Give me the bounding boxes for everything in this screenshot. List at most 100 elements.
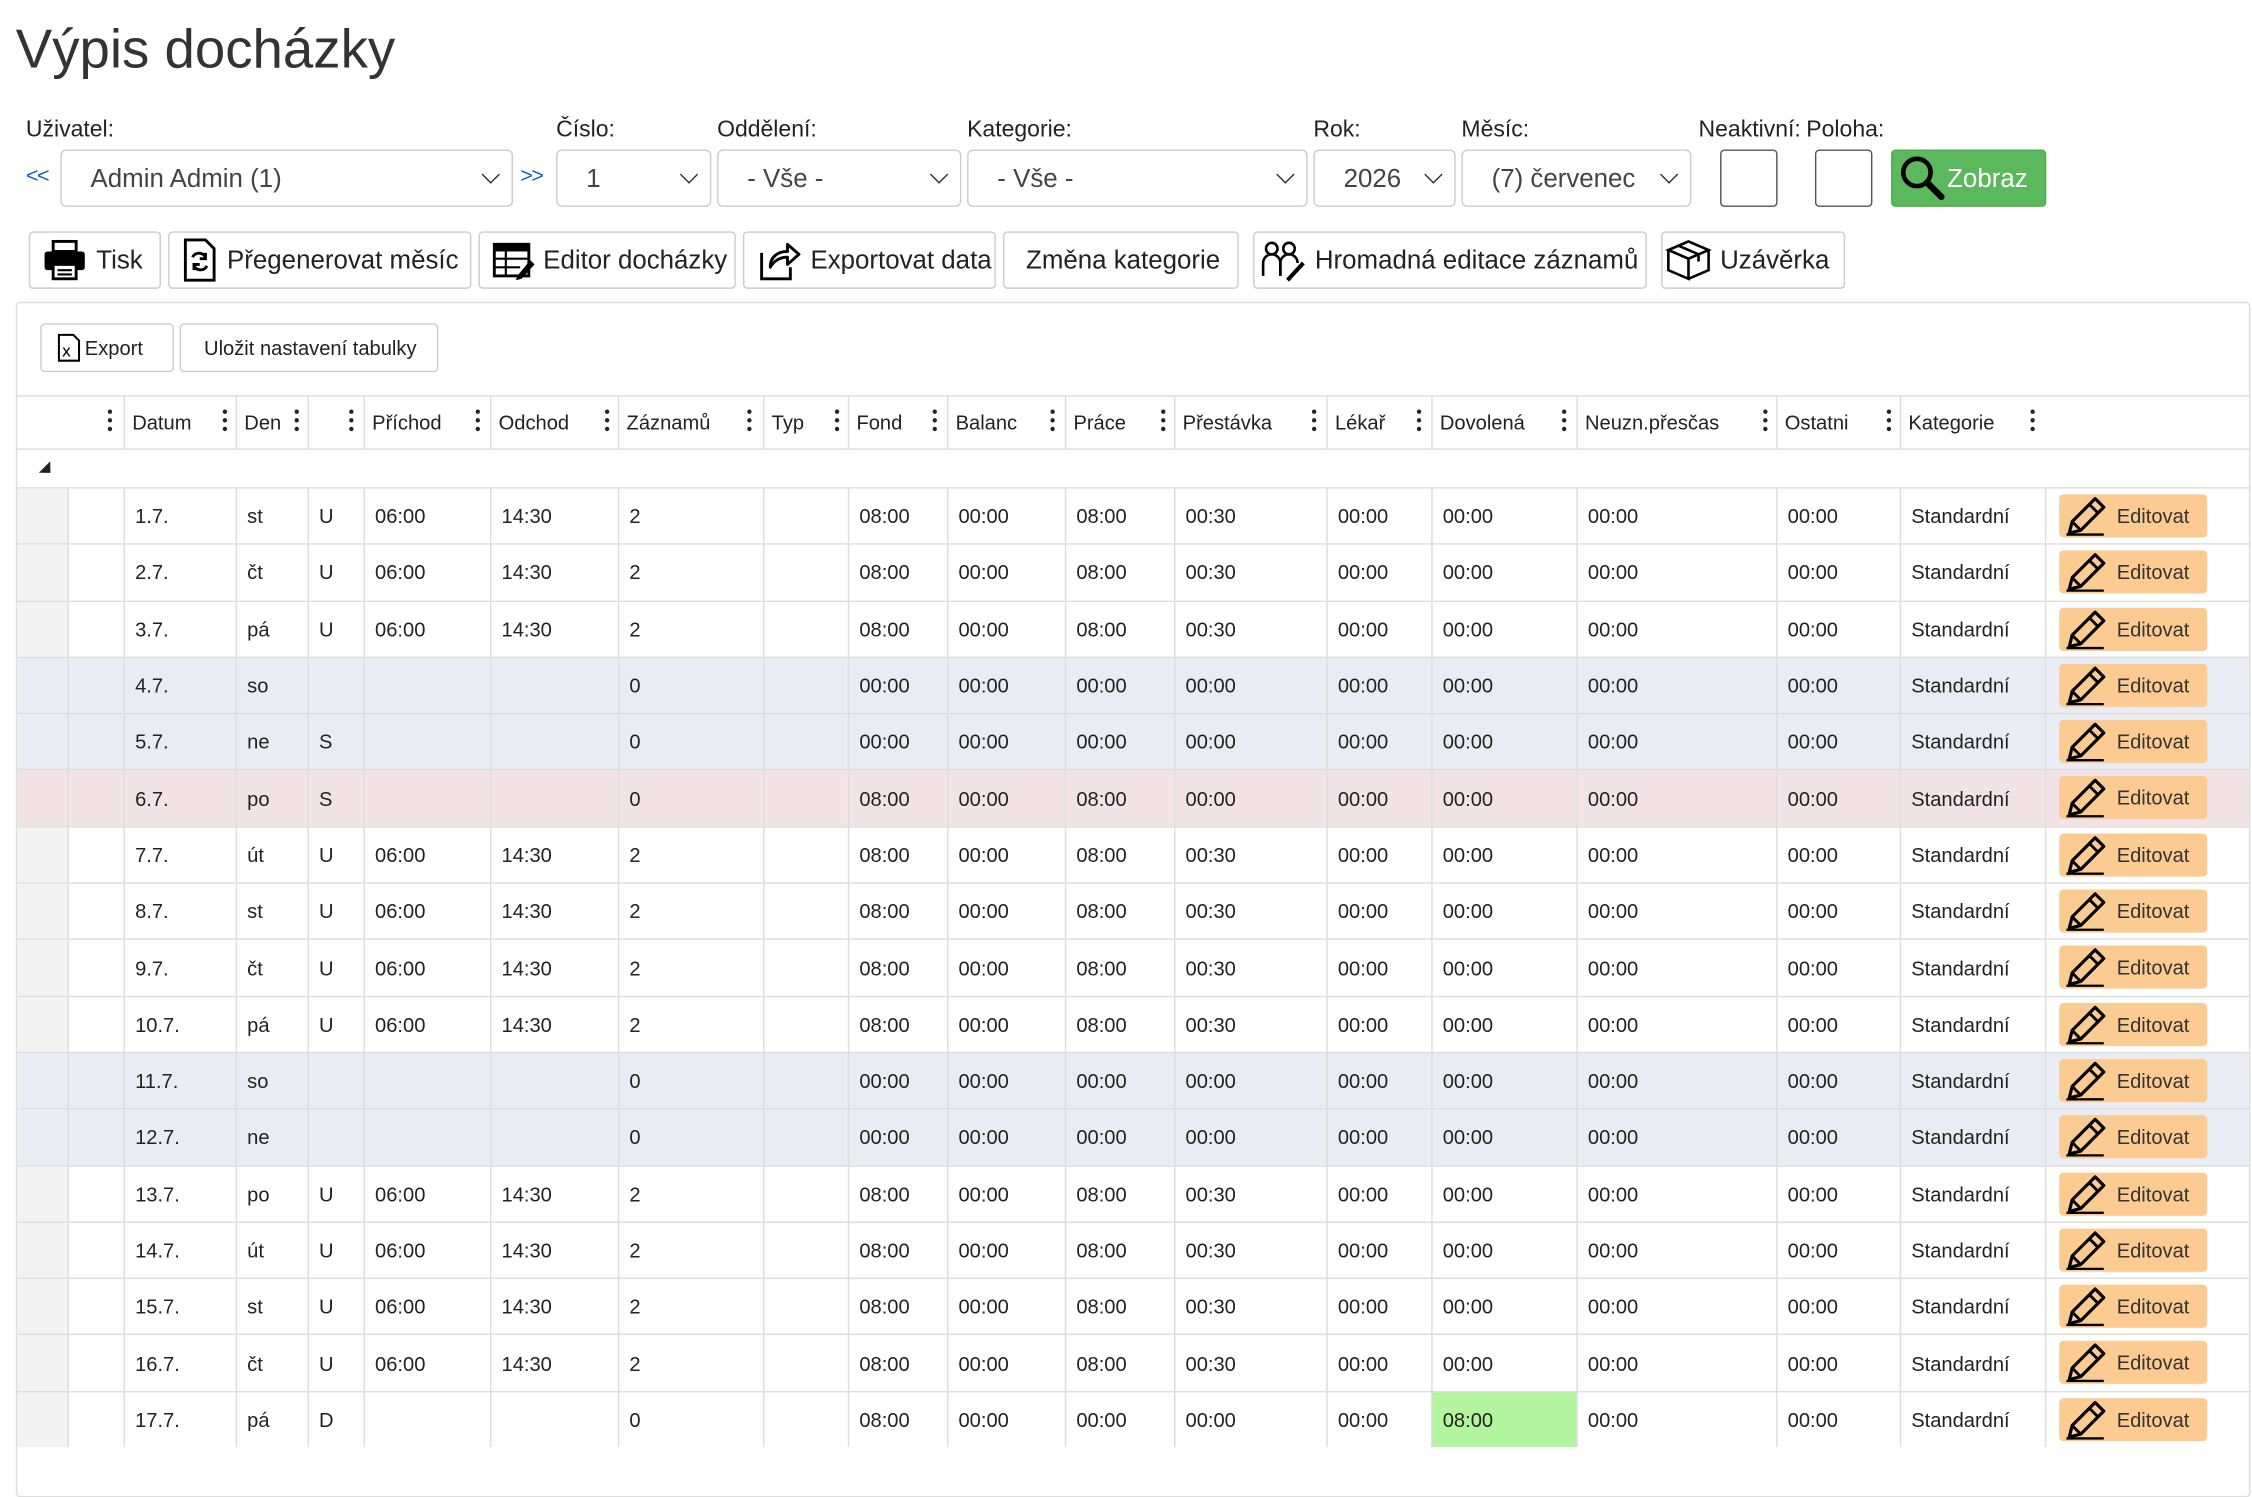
column-header-prichod[interactable]: Příchod bbox=[363, 396, 490, 449]
column-header-lekar[interactable]: Lékař bbox=[1326, 396, 1431, 449]
edit-button[interactable]: Editovat bbox=[2059, 889, 2208, 933]
column-menu-icon[interactable] bbox=[1311, 409, 1318, 433]
column-menu-icon[interactable] bbox=[604, 409, 611, 433]
column-header-typ[interactable]: Typ bbox=[763, 396, 848, 449]
next-user-link[interactable]: >> bbox=[520, 163, 544, 189]
row-gutter bbox=[17, 1222, 68, 1278]
column-header-neuzn-prescas[interactable]: Neuzn.přesčas bbox=[1576, 396, 1776, 449]
year-select[interactable]: 2026 bbox=[1313, 149, 1456, 207]
edit-button[interactable]: Editovat bbox=[2059, 1397, 2208, 1441]
table-row: 7.7. út U 06:00 14:30 2 08:00 00:00 08:00 00:30 00… bbox=[17, 825, 2249, 883]
column-header-ostatni[interactable]: Ostatni bbox=[1776, 396, 1900, 449]
edit-button[interactable]: Editovat bbox=[2059, 550, 2208, 594]
column-menu-icon[interactable] bbox=[107, 409, 114, 433]
number-select[interactable]: 1 bbox=[556, 149, 712, 207]
cell-kategorie: Standardní bbox=[1899, 1109, 2045, 1165]
column-menu-icon[interactable] bbox=[747, 409, 753, 433]
column-header-prestavka[interactable]: Přestávka bbox=[1174, 396, 1326, 449]
edit-button[interactable]: Editovat bbox=[2059, 720, 2208, 764]
edit-button[interactable]: Editovat bbox=[2059, 946, 2208, 990]
column-header-balanc[interactable]: Balanc bbox=[946, 396, 1065, 449]
closing-button[interactable]: Uzávěrka bbox=[1661, 231, 1846, 289]
column-header-prace[interactable]: Práce bbox=[1064, 396, 1174, 449]
row-select-cell[interactable] bbox=[67, 488, 124, 544]
column-menu-icon[interactable] bbox=[834, 409, 841, 433]
row-select-cell[interactable] bbox=[67, 657, 124, 714]
row-select-cell[interactable] bbox=[67, 545, 124, 601]
column-header-dovolena[interactable]: Dovolená bbox=[1431, 396, 1576, 449]
column-menu-icon[interactable] bbox=[1562, 409, 1568, 433]
cell-typ bbox=[763, 770, 848, 826]
row-select-cell[interactable] bbox=[67, 996, 124, 1052]
row-select-cell[interactable] bbox=[67, 883, 124, 939]
row-select-cell[interactable] bbox=[67, 1392, 124, 1448]
cell-prestavka: 00:30 bbox=[1174, 827, 1326, 883]
grid-export-button[interactable]: x Export bbox=[40, 323, 174, 373]
column-menu-icon[interactable] bbox=[349, 409, 355, 433]
column-menu-icon[interactable] bbox=[1161, 409, 1167, 433]
edit-button[interactable]: Editovat bbox=[2059, 1002, 2208, 1046]
edit-button[interactable]: Editovat bbox=[2059, 1115, 2208, 1159]
edit-button[interactable]: Editovat bbox=[2059, 607, 2208, 651]
row-select-cell[interactable] bbox=[67, 1166, 124, 1222]
cell-datum: 6.7. bbox=[123, 770, 236, 826]
export-data-button[interactable]: Exportovat data bbox=[742, 231, 996, 289]
edit-button[interactable]: Editovat bbox=[2059, 1059, 2208, 1103]
edit-button[interactable]: Editovat bbox=[2059, 776, 2208, 820]
column-menu-icon[interactable] bbox=[475, 409, 482, 433]
column-header-kategorie[interactable]: Kategorie bbox=[1899, 396, 2045, 449]
edit-button[interactable]: Editovat bbox=[2059, 833, 2208, 877]
bulk-edit-button[interactable]: Hromadná editace záznamů bbox=[1253, 231, 1647, 289]
column-header-fond[interactable]: Fond bbox=[847, 396, 947, 449]
table-row: 14.7. út U 06:00 14:30 2 08:00 00:00 08:00 00:30 0… bbox=[17, 1221, 2249, 1278]
department-select[interactable]: - Vše - bbox=[717, 149, 962, 207]
category-select[interactable]: - Vše - bbox=[967, 149, 1308, 207]
change-category-button[interactable]: Změna kategorie bbox=[1003, 231, 1239, 289]
row-select-cell[interactable] bbox=[67, 1109, 124, 1165]
column-header-zaznamu[interactable]: Záznamů bbox=[617, 396, 763, 449]
row-select-cell[interactable] bbox=[67, 1053, 124, 1109]
column-menu-icon[interactable] bbox=[1050, 409, 1056, 433]
row-select-cell[interactable] bbox=[67, 1279, 124, 1335]
column-menu-icon[interactable] bbox=[1416, 409, 1423, 433]
column-menu-icon[interactable] bbox=[1763, 409, 1769, 433]
column-menu-icon[interactable] bbox=[2030, 409, 2036, 433]
edit-button[interactable]: Editovat bbox=[2059, 1341, 2208, 1385]
column-menu-icon[interactable] bbox=[932, 409, 939, 433]
bulk-edit-label: Hromadná editace záznamů bbox=[1314, 245, 1639, 274]
position-checkbox[interactable] bbox=[1814, 149, 1873, 207]
edit-button[interactable]: Editovat bbox=[2059, 1171, 2208, 1216]
table-row: 5.7. ne S 0 00:00 00:00 00:00 00:00 00:00 00:00 00… bbox=[17, 713, 2249, 770]
collapse-caret-icon[interactable] bbox=[38, 461, 51, 473]
user-select[interactable]: Admin Admin (1) bbox=[60, 149, 514, 207]
prev-user-link[interactable]: << bbox=[25, 163, 50, 189]
row-select-cell[interactable] bbox=[67, 1222, 124, 1278]
month-select[interactable]: (7) červenec bbox=[1461, 149, 1692, 207]
row-select-cell[interactable] bbox=[67, 770, 124, 826]
column-header-datum[interactable]: Datum bbox=[123, 396, 236, 449]
print-button[interactable]: Tisk bbox=[28, 231, 161, 289]
row-select-cell[interactable] bbox=[67, 940, 124, 996]
attendance-editor-button[interactable]: Editor docházky bbox=[478, 231, 736, 289]
row-select-cell[interactable] bbox=[67, 827, 124, 883]
column-header-den[interactable]: Den bbox=[235, 396, 308, 449]
column-header-flag[interactable] bbox=[307, 396, 364, 449]
column-menu-icon[interactable] bbox=[294, 409, 301, 433]
edit-button[interactable]: Editovat bbox=[2059, 1228, 2208, 1272]
number-select-value: 1 bbox=[586, 163, 601, 192]
save-table-settings-button[interactable]: Uložit nastavení tabulky bbox=[179, 323, 439, 373]
show-button[interactable]: Zobraz bbox=[1891, 149, 2047, 207]
row-select-cell[interactable] bbox=[67, 601, 124, 657]
column-menu-icon[interactable] bbox=[1886, 409, 1893, 433]
edit-button[interactable]: Editovat bbox=[2059, 494, 2208, 538]
row-select-cell[interactable] bbox=[67, 714, 124, 770]
edit-button[interactable]: Editovat bbox=[2059, 1284, 2208, 1329]
cell-flag: S bbox=[307, 770, 364, 826]
column-header-odchod[interactable]: Odchod bbox=[490, 396, 618, 449]
row-select-cell[interactable] bbox=[67, 1335, 124, 1391]
edit-button[interactable]: Editovat bbox=[2059, 663, 2208, 707]
inactive-checkbox[interactable] bbox=[1720, 149, 1778, 207]
regenerate-month-button[interactable]: Přegenerovat měsíc bbox=[168, 231, 472, 289]
column-menu-icon[interactable] bbox=[222, 409, 229, 433]
cell-odchod: 14:30 bbox=[490, 827, 618, 883]
